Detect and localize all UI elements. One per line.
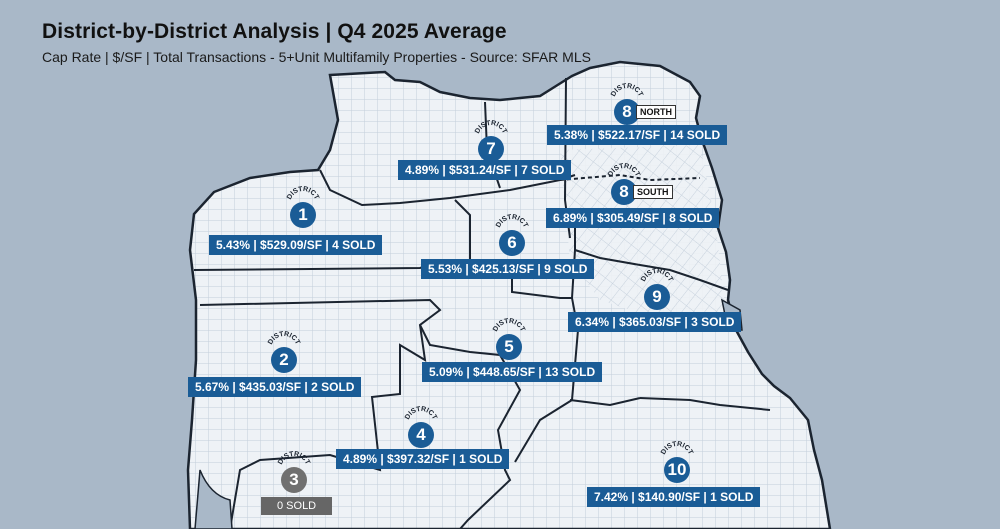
district-9-number: 9 [644,284,670,310]
svg-text:DISTRICT: DISTRICT [277,451,311,466]
mission-bay-grid [560,145,728,330]
district-2-stats: 5.67% | $435.03/SF | 2 SOLD [188,377,362,397]
page-title: District-by-District Analysis | Q4 2025 … [42,20,507,43]
district-6-number: 6 [499,230,525,256]
svg-text:DISTRICT: DISTRICT [267,331,301,346]
district-3-arc-label: DISTRICT [277,451,311,466]
svg-text:DISTRICT: DISTRICT [607,163,641,178]
district-7-stats: 4.89% | $531.24/SF | 7 SOLD [398,160,572,180]
district-5-marker[interactable]: DISTRICT 5 [491,318,527,368]
district-10-stats: 7.42% | $140.90/SF | 1 SOLD [587,487,761,507]
district-4-number: 4 [408,422,434,448]
svg-text:DISTRICT: DISTRICT [404,406,438,421]
svg-text:DISTRICT: DISTRICT [492,318,526,333]
district-1-stats: 5.43% | $529.09/SF | 4 SOLD [209,235,383,255]
svg-text:DISTRICT: DISTRICT [286,186,320,201]
district-3-number: 3 [281,467,307,493]
district-boundaries [193,77,771,529]
district-7-marker[interactable]: DISTRICT 7 [473,120,509,170]
district-1-marker[interactable]: DISTRICT 1 [285,186,321,236]
district-2-marker[interactable]: DISTRICT 2 [266,331,302,381]
district-2-arc-label: DISTRICT [267,331,301,346]
district-2-number: 2 [271,347,297,373]
district-5-stats: 5.09% | $448.65/SF | 13 SOLD [422,362,603,382]
district-5-arc-label: DISTRICT [492,318,526,333]
district-8-south-stats: 6.89% | $305.49/SF | 8 SOLD [546,208,720,228]
district-7-arc-label: DISTRICT [474,120,508,135]
district-5-number: 5 [496,334,522,360]
svg-text:DISTRICT: DISTRICT [640,268,674,283]
svg-text:DISTRICT: DISTRICT [495,214,529,229]
district-8-south-number: 8 [611,179,637,205]
district-8-north-arc-label: DISTRICT [610,83,644,98]
district-6-stats: 5.53% | $425.13/SF | 9 SOLD [421,259,595,279]
district-10-number: 10 [664,457,690,483]
svg-text:DISTRICT: DISTRICT [610,83,644,98]
district-3-marker[interactable]: DISTRICT 3 [276,451,312,501]
district-6-marker[interactable]: DISTRICT 6 [494,214,530,264]
district-8-south-arc-label: DISTRICT [607,163,641,178]
district-8-south-marker[interactable]: DISTRICT 8 SOUTH [606,163,673,213]
district-4-marker[interactable]: DISTRICT 4 [403,406,439,456]
district-4-arc-label: DISTRICT [404,406,438,421]
district-8-north-badge: NORTH [636,105,676,119]
district-4-stats: 4.89% | $397.32/SF | 1 SOLD [336,449,510,469]
district-9-marker[interactable]: DISTRICT 9 [639,268,675,318]
district-1-number: 1 [290,202,316,228]
page-subtitle: Cap Rate | $/SF | Total Transactions - 5… [42,49,591,65]
district-8-north-number: 8 [614,99,640,125]
district-3-stats: 0 SOLD [261,497,333,515]
district-10-arc-label: DISTRICT [660,441,694,456]
district-8-north-stats: 5.38% | $522.17/SF | 14 SOLD [547,125,728,145]
svg-text:DISTRICT: DISTRICT [660,441,694,456]
district-6-arc-label: DISTRICT [495,214,529,229]
district-10-marker[interactable]: DISTRICT 10 [659,441,695,491]
district-8-south-badge: SOUTH [633,185,673,199]
district-9-stats: 6.34% | $365.03/SF | 3 SOLD [568,312,742,332]
district-7-number: 7 [478,136,504,162]
district-9-arc-label: DISTRICT [640,268,674,283]
district-1-arc-label: DISTRICT [286,186,320,201]
district-8-north-marker[interactable]: DISTRICT 8 NORTH [609,83,676,133]
lake-merced [194,469,233,529]
svg-text:DISTRICT: DISTRICT [474,120,508,135]
